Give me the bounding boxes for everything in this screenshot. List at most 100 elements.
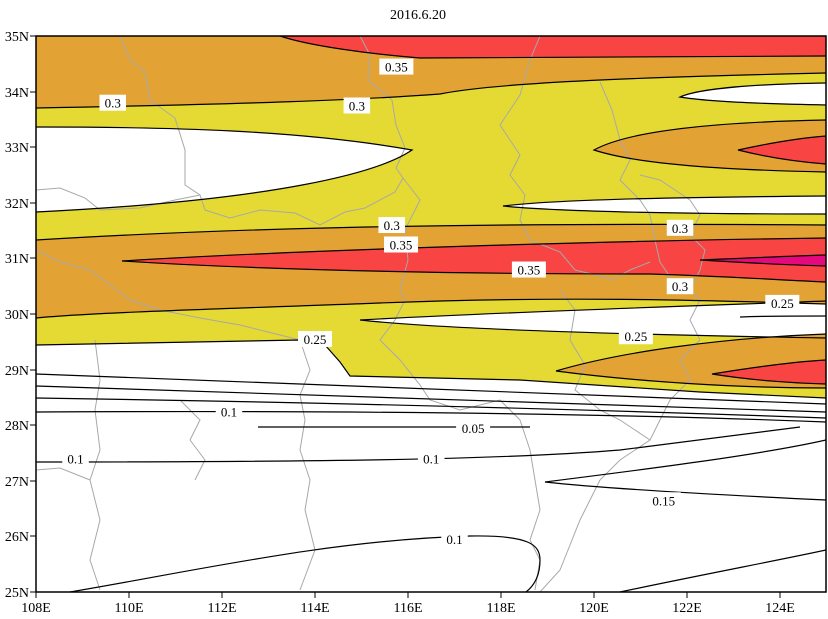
fill-hole-29n: [360, 301, 826, 338]
contour-labels: 0.35 0.3 0.3 0.3 0.35 0.35 0.3 0.3 0.25 0.25 0.25 0…: [62, 58, 800, 548]
x-tick-label: 116E: [393, 601, 422, 616]
contour-label: 0.35: [511, 261, 546, 278]
contour-line: [279, 36, 826, 59]
contour-label-text: 0.3: [105, 96, 121, 111]
contour-label-background: [511, 261, 546, 278]
contour-line: [619, 549, 826, 592]
contour-label-text: 0.1: [221, 404, 237, 419]
contour-line: [711, 359, 826, 385]
contour-label-background: [99, 94, 126, 111]
admin-boundaries: [36, 36, 706, 592]
contour-label-background: [441, 531, 468, 548]
contour-label-text: 0.25: [624, 329, 647, 344]
boundary-line: [36, 467, 91, 481]
contour-label: 0.3: [666, 278, 694, 295]
contour-label: 0.3: [99, 94, 126, 111]
contour-label-background: [384, 236, 419, 253]
contour-label: 0.3: [343, 97, 371, 114]
y-tick: 29N: [5, 364, 36, 379]
x-tick-label: 108E: [21, 601, 51, 616]
boundary-line: [379, 177, 421, 341]
contour-label-background: [62, 450, 89, 467]
contour-label-text: 0.1: [446, 532, 462, 547]
y-tick-label: 30N: [5, 308, 29, 323]
contour-line: [699, 254, 826, 267]
contour-label: 0.1: [215, 403, 243, 420]
contour-label-text: 0.1: [423, 452, 439, 467]
coastline: [539, 279, 701, 592]
contour-line: [36, 223, 826, 241]
y-tick: 27N: [5, 475, 36, 490]
x-tick: 116E: [393, 592, 423, 616]
contour-label-background: [666, 219, 694, 236]
contour-label: 0.3: [378, 217, 405, 234]
contour-line: [544, 439, 826, 501]
x-tick: 114E: [300, 592, 330, 616]
x-tick: 124E: [765, 592, 795, 616]
boundary-line: [529, 239, 651, 281]
fill-band-035-north: [280, 36, 826, 58]
y-tick-label: 27N: [5, 475, 29, 490]
contour-label-text: 0.05: [462, 421, 485, 436]
boundary-line: [599, 81, 673, 281]
fill-hole-eastern-mid: [503, 196, 826, 214]
contour-line: [69, 535, 541, 592]
contour-label: 0.35: [379, 58, 414, 75]
boundary-line: [559, 289, 651, 441]
y-tick: 34N: [5, 86, 36, 101]
y-tick: 28N: [5, 419, 36, 434]
fill-band-040-core: [700, 255, 826, 266]
fill-band-035-central: [122, 238, 826, 282]
y-tick-label: 33N: [5, 141, 29, 156]
contour-label-background: [646, 492, 681, 509]
boundary-line: [299, 339, 316, 591]
contour-label-background: [418, 450, 445, 467]
x-tick-label: 118E: [486, 601, 515, 616]
contour-line: [36, 126, 414, 213]
fill-band-035-east-upper: [738, 136, 826, 164]
contour-label: 0.3: [666, 219, 694, 236]
y-tick: 35N: [5, 30, 36, 45]
contour-line: [739, 315, 826, 318]
contour-label-background: [666, 278, 694, 295]
contour-label: 0.15: [646, 492, 681, 509]
contour-label: 0.25: [298, 331, 332, 348]
x-tick-label: 114E: [300, 601, 329, 616]
contour-label-text: 0.35: [385, 60, 408, 75]
contour-label: 0.25: [618, 328, 653, 345]
contour-label: 0.35: [384, 236, 419, 253]
boundary-line: [499, 36, 541, 241]
contour-line: [502, 195, 826, 215]
contour-line: [36, 298, 826, 319]
contour-label-text: 0.15: [652, 493, 675, 508]
contour-line: [677, 82, 826, 106]
contour-line: [555, 333, 826, 389]
contour-label: 0.1: [418, 450, 445, 467]
y-tick-label: 25N: [5, 586, 29, 601]
x-tick: 108E: [21, 592, 51, 616]
contour-label-text: 0.25: [771, 296, 794, 311]
x-axis: 108E 110E 112E 114E 116E 118E 120E 122E: [21, 592, 795, 616]
y-tick-label: 29N: [5, 364, 29, 379]
x-tick: 122E: [672, 592, 702, 616]
x-tick: 118E: [486, 592, 516, 616]
y-tick-label: 31N: [5, 252, 29, 267]
boundary-line: [119, 36, 206, 211]
contour-label-text: 0.3: [672, 279, 688, 294]
x-tick-label: 110E: [114, 601, 143, 616]
x-tick: 112E: [207, 592, 237, 616]
contour-label-text: 0.35: [518, 263, 541, 278]
contour-line: [36, 426, 801, 463]
contour-lines: [36, 36, 826, 592]
y-tick: 32N: [5, 197, 36, 212]
contour-line: [36, 72, 826, 109]
boundary-line: [36, 187, 201, 211]
contour-label-background: [378, 217, 405, 234]
coastline: [689, 199, 706, 291]
map-title: 2016.6.20: [390, 8, 446, 23]
boundary-line: [359, 36, 406, 179]
y-tick-label: 28N: [5, 419, 29, 434]
x-tick-label: 120E: [579, 601, 609, 616]
y-tick-label: 32N: [5, 197, 29, 212]
